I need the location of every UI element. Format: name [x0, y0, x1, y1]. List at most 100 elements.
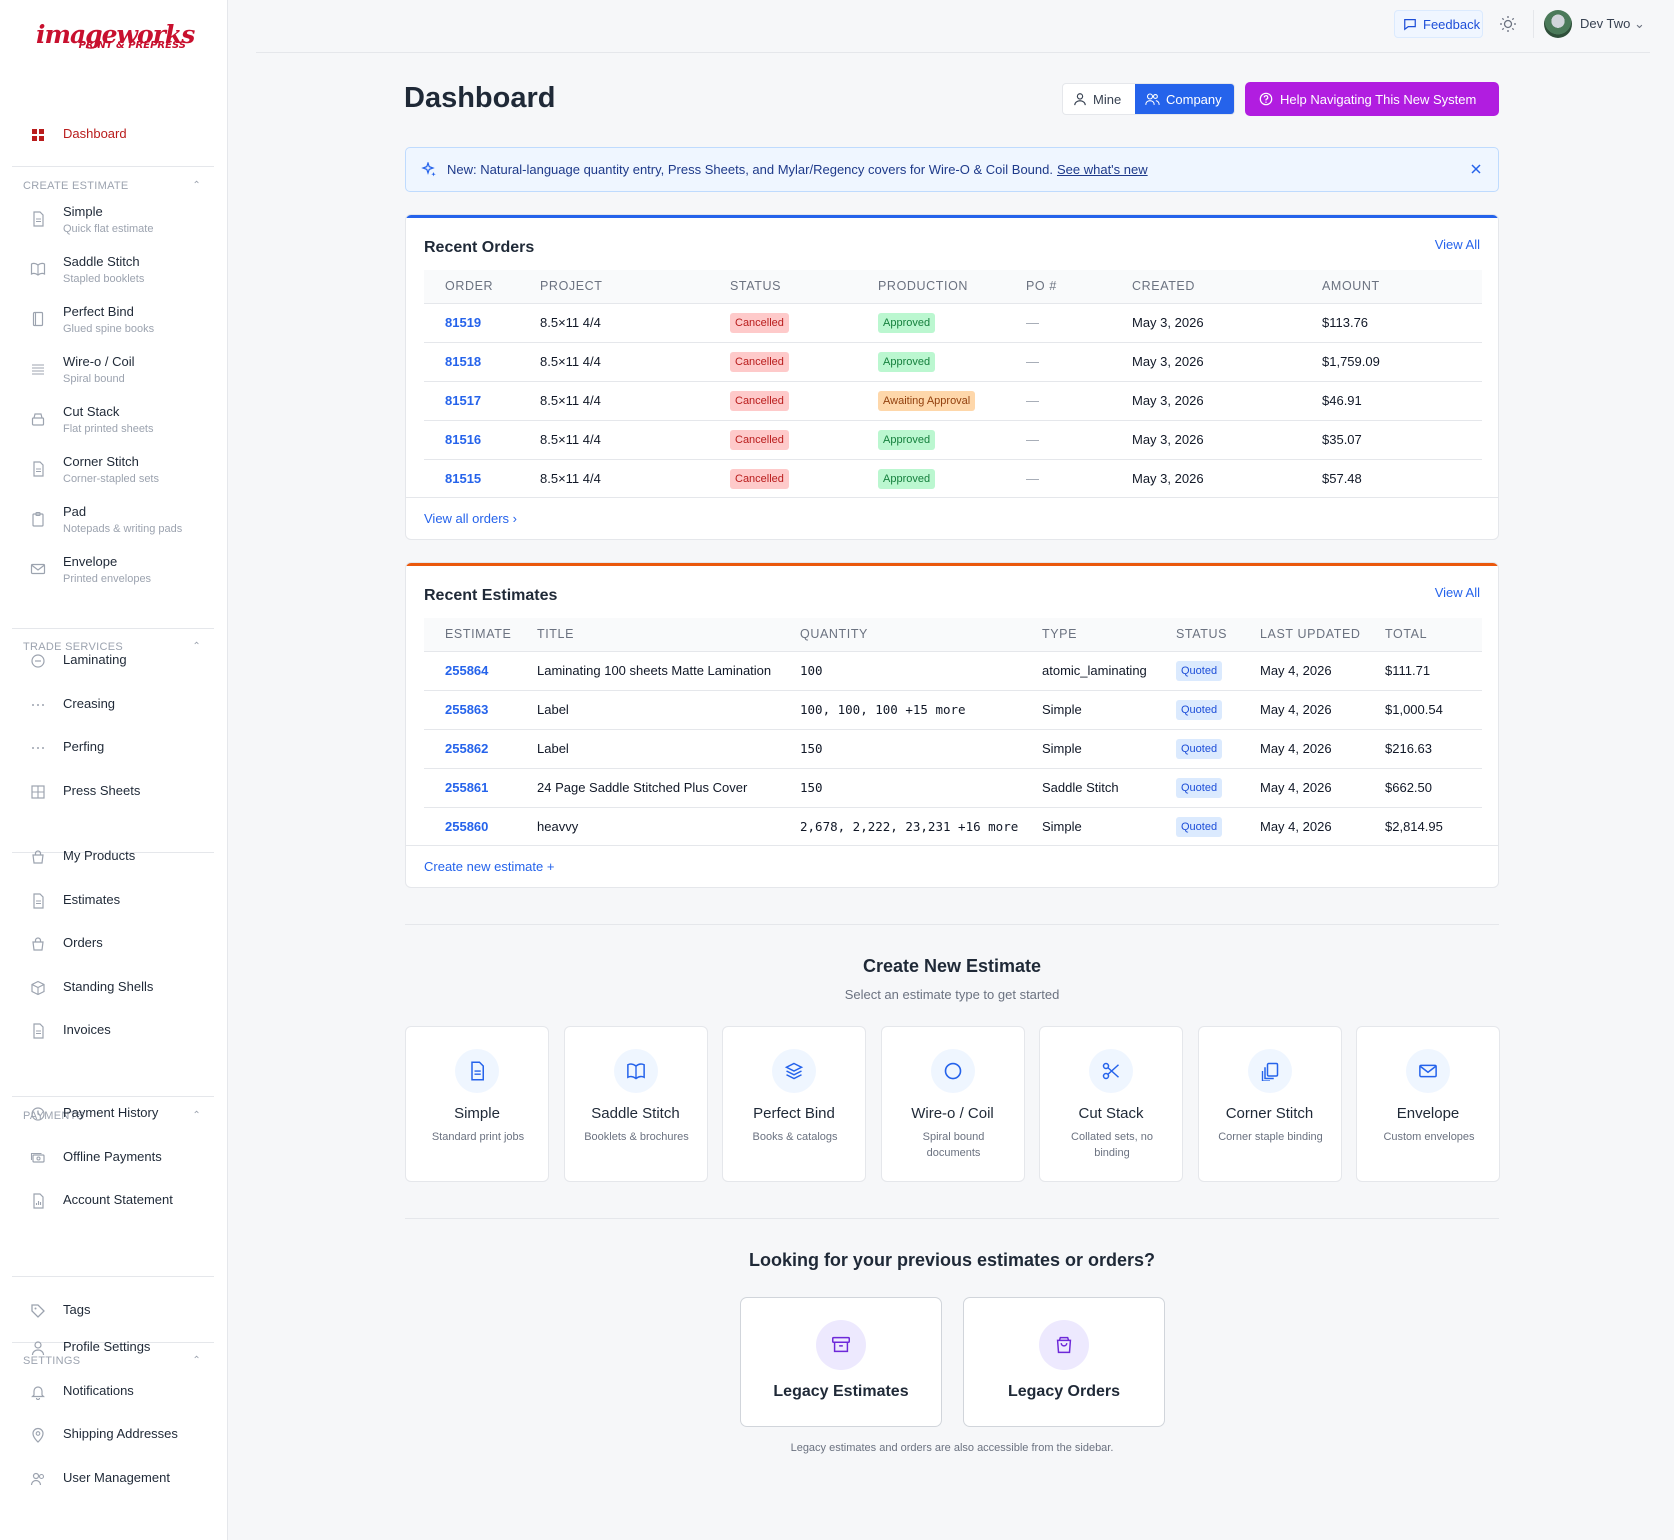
sidebar-item-offline-payments[interactable]: Offline Payments	[12, 1149, 214, 1169]
sidebar-item-dashboard[interactable]: Dashboard	[12, 126, 214, 146]
brand-logo[interactable]: imageworks PRINT & PREPRESS	[36, 20, 195, 56]
sidebar-item-notifications[interactable]: Notifications	[12, 1383, 214, 1403]
sidebar-item-orders[interactable]: Orders	[12, 935, 214, 955]
see-whats-new-link[interactable]: See what's new	[1056, 162, 1148, 177]
create-new-estimate-link[interactable]: Create new estimate +	[406, 845, 1498, 887]
page-title: Dashboard	[404, 82, 556, 114]
feedback-button[interactable]: Feedback	[1394, 10, 1483, 38]
sidebar-item-tags[interactable]: Tags	[12, 1302, 214, 1322]
sidebar-item-simple[interactable]: Simple Quick flat estimate	[12, 204, 214, 240]
avatar[interactable]	[1544, 10, 1572, 38]
order-number-link[interactable]: 81515	[424, 458, 519, 498]
sidebar-item-account-statement[interactable]: Account Statement	[12, 1192, 214, 1212]
sidebar-item-payment-history[interactable]: Payment History	[12, 1105, 214, 1125]
section-create-estimate[interactable]: CREATE ESTIMATE ⌃	[23, 180, 201, 192]
sidebar-item-estimates[interactable]: Estimates	[12, 892, 214, 912]
order-number-link[interactable]: 81517	[424, 380, 519, 420]
order-number-link[interactable]: 81519	[424, 302, 519, 342]
estimates-view-all-link[interactable]: View All	[1434, 585, 1480, 600]
sidebar-item-cut-stack[interactable]: Cut Stack Flat printed sheets	[12, 404, 214, 440]
sidebar: imageworks PRINT & PREPRESS Dashboard CR…	[0, 0, 228, 1540]
column-header[interactable]: ORDER	[424, 270, 519, 303]
estimate-number-link[interactable]: 255860	[424, 806, 516, 846]
sidebar-item-wire-o-coil[interactable]: Wire-o / Coil Spiral bound	[12, 354, 214, 390]
table-row[interactable]: 81517 8.5×11 4/4 Cancelled Awaiting Appr…	[424, 380, 1482, 420]
banner-text: New: Natural-language quantity entry, Pr…	[447, 162, 1053, 177]
mine-toggle-button[interactable]: Mine	[1063, 84, 1135, 114]
table-row[interactable]: 81519 8.5×11 4/4 Cancelled Approved — Ma…	[424, 302, 1482, 342]
legacy-estimates-card[interactable]: Legacy Estimates	[740, 1297, 942, 1427]
sidebar-item-laminating[interactable]: Laminating	[12, 652, 214, 672]
sidebar-item-profile-settings[interactable]: Profile Settings	[12, 1339, 214, 1359]
legacy-orders-card[interactable]: Legacy Orders	[963, 1297, 1165, 1427]
sidebar-item-envelope[interactable]: Envelope Printed envelopes	[12, 554, 214, 590]
column-header[interactable]: PROJECT	[519, 270, 709, 303]
sidebar-item-press-sheets[interactable]: Press Sheets	[12, 783, 214, 803]
user-menu[interactable]: Dev Two ⌄	[1580, 16, 1645, 32]
estimate-number-link[interactable]: 255861	[424, 767, 516, 807]
close-icon[interactable]	[1468, 161, 1484, 177]
estimate-type-tile-perfect-bind[interactable]: Perfect Bind Books & catalogs	[722, 1026, 866, 1182]
sun-icon[interactable]	[1498, 14, 1518, 34]
column-header[interactable]: PO #	[1005, 270, 1111, 303]
table-row[interactable]: 81518 8.5×11 4/4 Cancelled Approved — Ma…	[424, 341, 1482, 381]
estimate-type-tile-envelope[interactable]: Envelope Custom envelopes	[1356, 1026, 1500, 1182]
estimate-type-tile-corner-stitch[interactable]: Corner Stitch Corner staple binding	[1197, 1026, 1342, 1182]
column-header[interactable]: TOTAL	[1364, 618, 1482, 651]
sidebar-item-user-management[interactable]: User Management	[12, 1470, 214, 1490]
sidebar-item-perfing[interactable]: Perfing	[12, 739, 214, 759]
po-number: —	[1005, 458, 1111, 498]
estimate-type-tile-wire-o-coil[interactable]: Wire-o / Coil Spiral bound documents	[880, 1026, 1025, 1182]
table-row[interactable]: 81516 8.5×11 4/4 Cancelled Approved — Ma…	[424, 419, 1482, 459]
column-header[interactable]: STATUS	[709, 270, 857, 303]
table-row[interactable]: 255864 Laminating 100 sheets Matte Lamin…	[424, 650, 1482, 690]
production-cell: Approved	[857, 341, 1005, 381]
order-number-link[interactable]: 81516	[424, 419, 519, 459]
table-row[interactable]: 255863 Label 100, 100, 100 +15 more Simp…	[424, 689, 1482, 729]
estimate-type: atomic_laminating	[1021, 650, 1155, 690]
section-settings[interactable]: SETTINGS ⌃	[23, 1355, 201, 1367]
column-header[interactable]: PRODUCTION	[857, 270, 1005, 303]
sidebar-item-corner-stitch[interactable]: Corner Stitch Corner-stapled sets	[12, 454, 214, 490]
table-row[interactable]: 81515 8.5×11 4/4 Cancelled Approved — Ma…	[424, 458, 1482, 498]
sidebar-item-perfect-bind[interactable]: Perfect Bind Glued spine books	[12, 304, 214, 340]
sidebar-item-my-products[interactable]: My Products	[12, 848, 214, 868]
status-badge: Cancelled	[730, 429, 789, 450]
announcement-banner: New: Natural-language quantity entry, Pr…	[405, 147, 1499, 192]
table-row[interactable]: 255862 Label 150 Simple Quoted May 4, 20…	[424, 728, 1482, 768]
column-header[interactable]: QUANTITY	[779, 618, 1021, 651]
estimate-type-tile-cut-stack[interactable]: Cut Stack Collated sets, no binding	[1039, 1026, 1183, 1182]
production-badge: Approved	[878, 468, 936, 489]
column-header[interactable]: STATUS	[1155, 618, 1239, 651]
estimate-number-link[interactable]: 255864	[424, 650, 516, 690]
column-header[interactable]: TYPE	[1021, 618, 1155, 651]
sidebar-item-saddle-stitch[interactable]: Saddle Stitch Stapled booklets	[12, 254, 214, 290]
sidebar-item-pad[interactable]: Pad Notepads & writing pads	[12, 504, 214, 540]
estimate-type-tile-saddle-stitch[interactable]: Saddle Stitch Booklets & brochures	[563, 1026, 708, 1182]
company-toggle-button[interactable]: Company	[1135, 84, 1234, 114]
estimate-number-link[interactable]: 255863	[424, 689, 516, 729]
estimate-number-link[interactable]: 255862	[424, 728, 516, 768]
table-row[interactable]: 255860 heavvy 2,678, 2,222, 23,231 +16 m…	[424, 806, 1482, 846]
column-header[interactable]: LAST UPDATED	[1239, 618, 1364, 651]
column-header[interactable]: AMOUNT	[1301, 270, 1482, 303]
estimate-type: Saddle Stitch	[1021, 767, 1155, 807]
table-row[interactable]: 255861 24 Page Saddle Stitched Plus Cove…	[424, 767, 1482, 807]
sidebar-item-standing-shells[interactable]: Standing Shells	[12, 979, 214, 999]
sidebar-divider	[12, 628, 214, 629]
view-all-orders-link[interactable]: View all orders ›	[406, 497, 1498, 539]
sidebar-item-shipping-addresses[interactable]: Shipping Addresses	[12, 1426, 214, 1446]
column-header[interactable]: ESTIMATE	[424, 618, 516, 651]
status-badge: Cancelled	[730, 312, 789, 333]
orders-view-all-link[interactable]: View All	[1434, 237, 1480, 252]
tile-name: Perfect Bind	[753, 1105, 835, 1122]
order-number-link[interactable]: 81518	[424, 341, 519, 381]
column-header[interactable]: TITLE	[516, 618, 779, 651]
bag-icon	[32, 850, 44, 864]
sidebar-item-creasing[interactable]: Creasing	[12, 696, 214, 716]
column-header[interactable]: CREATED	[1111, 270, 1301, 303]
help-navigating-button[interactable]: Help Navigating This New System	[1245, 82, 1499, 116]
section-trade-services[interactable]: TRADE SERVICES ⌃	[23, 641, 201, 653]
estimate-type-tile-simple[interactable]: Simple Standard print jobs	[405, 1026, 549, 1182]
sidebar-item-invoices[interactable]: Invoices	[12, 1022, 214, 1042]
